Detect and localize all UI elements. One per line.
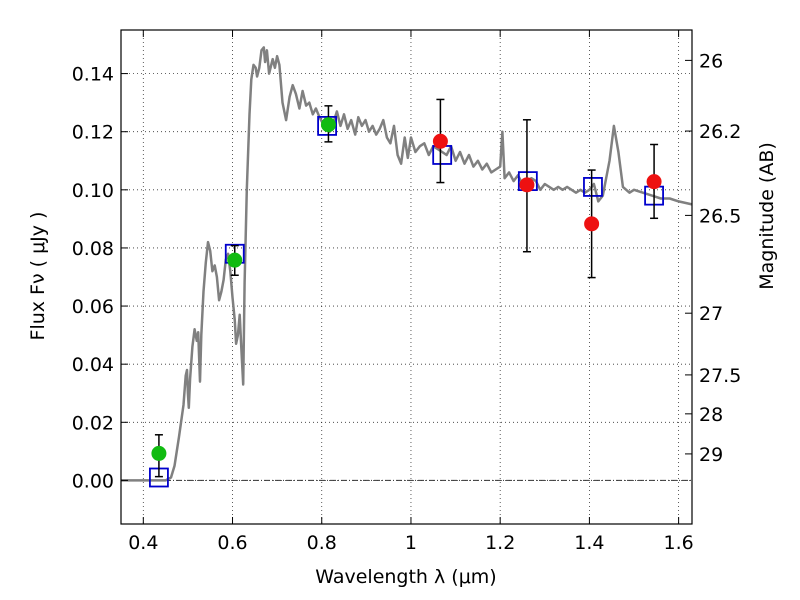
y2-tick-label-2: 26.5 — [699, 205, 741, 227]
y-tick-label-5: 0.10 — [72, 180, 114, 202]
x-tick-label-3: 1 — [405, 532, 417, 554]
y-tick-label-3: 0.06 — [72, 296, 114, 318]
y-tick-label-2: 0.04 — [72, 354, 114, 376]
y-axis-label: Flux Fν ( μJy ) — [27, 212, 49, 341]
tick-labels: 0.4 0.6 0.8 1 1.2 1.4 1.6 0.00 0.02 0.04 0.06 0.08 0… — [72, 50, 742, 554]
data-point-red-1 — [519, 177, 535, 193]
observed-points — [151, 117, 662, 461]
y2-tick-label-6: 29 — [699, 444, 723, 466]
x-tick-label-6: 1.6 — [664, 532, 694, 554]
grid — [121, 30, 692, 524]
y-tick-label-1: 0.02 — [72, 412, 114, 434]
x-axis-label: Wavelength λ (μm) — [315, 566, 496, 588]
x-tick-label-4: 1.2 — [485, 532, 515, 554]
y-tick-label-4: 0.08 — [72, 238, 114, 260]
data-point-red-3 — [646, 174, 662, 190]
x-tick-label-5: 1.4 — [574, 532, 604, 554]
plot-frame-rect — [120, 29, 693, 525]
data-point-green-1 — [227, 252, 243, 268]
x-tick-label-0: 0.4 — [128, 532, 158, 554]
y2-tick-label-5: 28 — [699, 404, 723, 426]
y-tick-label-0: 0.00 — [72, 470, 114, 492]
model-spectrum-line — [121, 46, 693, 482]
model-flux-box-2 — [317, 115, 337, 136]
model-flux-box-5 — [583, 177, 603, 197]
data-point-green-2 — [320, 117, 336, 133]
y2-axis-label: Magnitude (AB) — [756, 142, 778, 290]
x-tick-label-1: 0.6 — [217, 532, 247, 554]
y2-tick-label-0: 26 — [699, 50, 723, 72]
y-tick-label-6: 0.12 — [72, 122, 114, 144]
y2-tick-label-1: 26.2 — [699, 121, 741, 143]
y2-tick-label-4: 27.5 — [699, 365, 741, 387]
data-point-red-2 — [584, 216, 600, 232]
plot-frame — [120, 29, 693, 525]
ticks — [121, 30, 692, 524]
x-tick-label-2: 0.8 — [307, 532, 337, 554]
y-tick-label-7: 0.14 — [72, 64, 114, 86]
y2-tick-label-3: 27 — [699, 303, 723, 325]
model-spectrum-layer — [121, 46, 693, 482]
data-point-green-0 — [151, 445, 167, 461]
model-flux-boxes — [149, 115, 664, 488]
data-point-red-0 — [432, 133, 448, 149]
